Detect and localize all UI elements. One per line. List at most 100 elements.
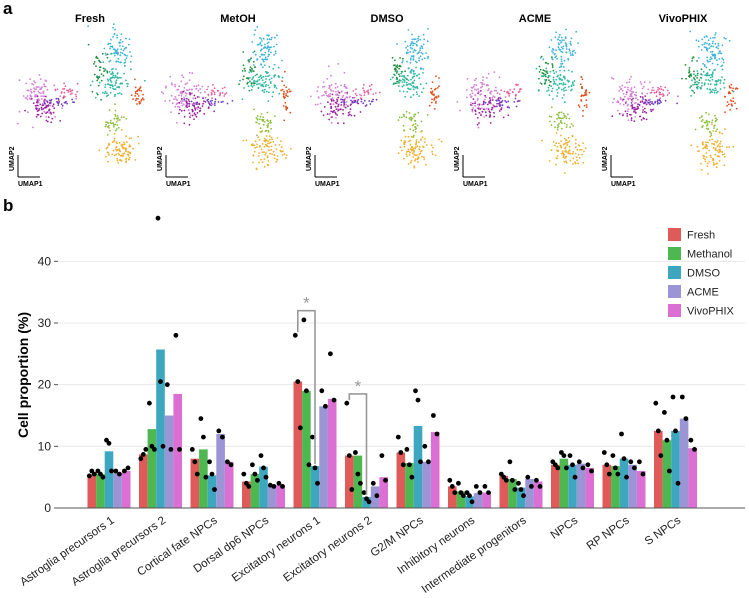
umap-cell-point	[103, 92, 106, 95]
umap-cell-point	[267, 160, 270, 162]
umap-cell-point	[698, 57, 700, 59]
umap-cell-point	[199, 107, 202, 110]
umap-cell-point	[251, 41, 254, 43]
umap-cell-point	[265, 144, 268, 147]
umap-cell-point	[576, 148, 579, 151]
chart-points	[86, 215, 697, 505]
umap-cell-point	[180, 109, 183, 112]
umap-cell-point	[546, 90, 548, 92]
umap-cell-point	[708, 121, 711, 123]
umap-cell-point	[262, 60, 265, 63]
umap-cell-point	[681, 77, 683, 80]
umap-cell-point	[562, 66, 565, 68]
umap-cell-point	[336, 100, 339, 103]
umap-cell-point	[267, 140, 270, 143]
umap-cell-point	[585, 93, 588, 96]
umap-cell-point	[66, 102, 68, 105]
umap-cell-point	[483, 116, 486, 118]
umap-cell-point	[266, 155, 269, 158]
umap-cell-point	[275, 87, 278, 89]
umap-cell-point	[711, 73, 714, 75]
umap-cell-point	[726, 101, 729, 103]
umap-cell-point	[660, 101, 662, 104]
umap-cell-point	[417, 111, 420, 114]
umap-cell-point	[247, 78, 250, 80]
umap-cell-point	[36, 86, 39, 89]
umap-cell-point	[105, 123, 107, 126]
umap-cell-point	[406, 49, 409, 51]
umap-cell-point	[414, 60, 417, 63]
umap-cell-point	[721, 68, 724, 71]
replicate-point	[606, 471, 612, 477]
umap-cell-point	[262, 58, 265, 61]
umap-cell-point	[330, 121, 333, 124]
umap-cell-point	[630, 119, 633, 121]
umap-cell-point	[263, 121, 266, 123]
umap-cell-point	[106, 53, 109, 56]
umap-cell-point	[548, 46, 551, 49]
umap-cell-point	[410, 84, 413, 87]
umap-cell-point	[267, 130, 270, 133]
umap-cell-point	[563, 90, 565, 92]
umap-cell-point	[219, 92, 222, 94]
umap-cell-point	[711, 78, 714, 81]
umap-cell-point	[419, 38, 422, 41]
umap-cell-point	[417, 37, 419, 40]
umap-cell-point	[569, 126, 571, 129]
umap-cell-point	[418, 59, 421, 62]
umap-cell-point	[49, 104, 52, 107]
umap-cell-point	[542, 72, 544, 75]
umap-cell-point	[63, 101, 66, 104]
umap-cell-point	[284, 70, 286, 73]
umap-cell-point	[693, 92, 696, 94]
umap-cell-point	[204, 101, 207, 103]
significance-bracket	[297, 309, 316, 465]
umap-cell-point	[408, 112, 411, 114]
umap-cell-point	[176, 88, 179, 91]
umap-cell-point	[563, 94, 565, 96]
umap-cell-point	[401, 116, 403, 119]
umap-cell-point	[278, 92, 281, 95]
umap-cell-point	[627, 108, 630, 111]
umap-cell-point	[226, 102, 229, 105]
umap-cell-point	[93, 61, 96, 63]
umap-cell-point	[129, 152, 132, 155]
umap-cell-point	[363, 89, 365, 92]
umap-cell-point	[568, 80, 570, 83]
umap-cell-point	[265, 90, 268, 93]
x-category-label: Astroglia precursors 1	[18, 515, 117, 589]
umap-cell-point	[106, 146, 109, 149]
umap-cell-point	[267, 45, 269, 47]
replicate-point	[449, 484, 455, 489]
umap-cell-point	[696, 70, 699, 72]
umap-cell-point	[96, 93, 99, 96]
umap-cell-point	[389, 78, 392, 81]
umap-cell-point	[658, 87, 661, 90]
umap-cell-point	[489, 91, 491, 94]
umap-cell-point	[640, 83, 643, 85]
umap-cell-point	[501, 100, 504, 102]
umap-cell-point	[639, 115, 641, 118]
umap-cell-point	[566, 79, 569, 82]
umap-cell-point	[328, 85, 331, 88]
umap-cell-point	[111, 153, 114, 156]
umap-cell-point	[43, 83, 45, 86]
umap-cell-point	[116, 115, 119, 117]
umap-cell-point	[180, 90, 183, 93]
umap-cell-point	[696, 145, 699, 148]
umap-cell-point	[405, 116, 408, 119]
umap-cell-point	[246, 77, 248, 80]
umap-cell-point	[400, 139, 403, 142]
umap-cell-point	[278, 76, 281, 78]
umap-cell-point	[713, 91, 716, 94]
umap-cell-point	[289, 111, 292, 114]
umap-cell-point	[16, 122, 19, 125]
umap-cell-point	[259, 37, 261, 39]
umap-cell-point	[542, 58, 545, 61]
umap-cell-point	[29, 97, 31, 100]
umap-cell-point	[732, 87, 735, 90]
umap-cell-point	[183, 87, 186, 89]
umap-cell-point	[628, 78, 631, 81]
umap-cell-point	[195, 102, 198, 104]
umap-cell-point	[334, 87, 337, 89]
